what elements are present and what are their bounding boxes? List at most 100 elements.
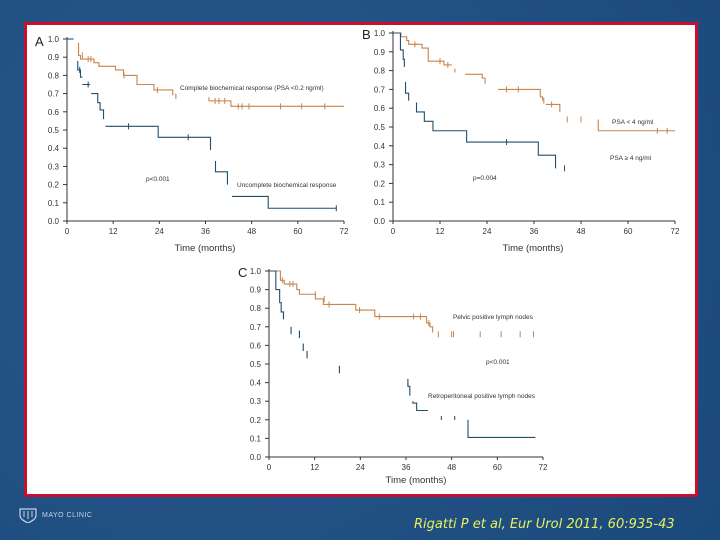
x-tick-label: 60 <box>493 463 502 472</box>
survival-step-line <box>214 160 228 185</box>
x-tick-label: 24 <box>155 227 164 236</box>
mayo-clinic-logo: MAYO CLINIC <box>18 507 93 523</box>
chart-b: B PSA < 4 ng/ml PSA ≥ 4 ng/ml p=0.004 Ti… <box>362 27 680 254</box>
y-tick-label: 0.0 <box>250 453 262 462</box>
x-tick-label: 12 <box>310 463 319 472</box>
panel-label-c: C <box>238 265 247 280</box>
x-tick-label: 0 <box>391 227 396 236</box>
x-tick-label: 36 <box>530 227 539 236</box>
y-tick-label: 0.5 <box>374 123 386 132</box>
y-tick-label: 0.3 <box>250 397 262 406</box>
survival-step-line <box>77 42 174 96</box>
y-tick-label: 0.4 <box>48 144 60 153</box>
y-tick-label: 0.6 <box>374 104 386 113</box>
survival-step-line <box>415 102 557 169</box>
x-tick-label: 72 <box>539 463 548 472</box>
y-tick-label: 1.0 <box>374 29 386 38</box>
x-tick-label: 72 <box>671 227 680 236</box>
y-tick-label: 0.9 <box>48 53 60 62</box>
series-blue <box>67 38 337 212</box>
chart-a: A Complete biochemical response (PSA <0.… <box>35 34 349 254</box>
y-tick-label: 0.5 <box>250 360 262 369</box>
survival-step-line <box>269 270 285 320</box>
y-tick-label: 0.6 <box>48 108 60 117</box>
y-tick-label: 0.0 <box>48 217 60 226</box>
p-value-c: p<0.001 <box>486 359 510 366</box>
survival-step-line <box>545 103 561 112</box>
series-blue <box>269 270 536 439</box>
citation: Rigatti P et al, Eur Urol 2011, 60:935-4… <box>414 517 675 532</box>
survival-step-line <box>404 81 410 101</box>
panel-label-a: A <box>35 34 44 49</box>
panel-label-b: B <box>362 27 371 42</box>
x-tick-label: 24 <box>483 227 492 236</box>
series-orange <box>77 42 344 110</box>
series-label-pelvic: Pelvic positive lymph nodes <box>453 314 534 321</box>
x-tick-label: 12 <box>109 227 118 236</box>
y-tick-label: 0.6 <box>250 341 262 350</box>
x-axis-title-b: Time (months) <box>503 243 564 254</box>
series-label-uncomplete: Uncomplete biochemical response <box>237 182 337 189</box>
mayo-shield-icon <box>19 508 37 523</box>
y-tick-label: 0.2 <box>48 181 60 190</box>
y-tick-label: 0.1 <box>374 198 386 207</box>
y-tick-label: 0.1 <box>250 434 262 443</box>
survival-step-line <box>393 32 452 66</box>
y-tick-label: 0.9 <box>374 48 386 57</box>
y-tick-label: 0.9 <box>250 286 262 295</box>
survival-step-line <box>232 195 337 209</box>
series-label-psa-high: PSA ≥ 4 ng/ml <box>610 155 652 162</box>
x-tick-label: 60 <box>293 227 302 236</box>
survival-step-line <box>393 32 405 67</box>
series-label-complete: Complete biochemical response (PSA <0.2 … <box>180 85 324 92</box>
x-tick-label: 24 <box>356 463 365 472</box>
figure-panel <box>24 22 698 497</box>
survival-step-line <box>91 93 105 120</box>
x-axis-title-a: Time (months) <box>175 243 236 254</box>
y-tick-label: 0.2 <box>374 179 386 188</box>
y-tick-label: 0.3 <box>374 161 386 170</box>
y-tick-label: 0.7 <box>48 90 60 99</box>
series-blue <box>393 32 566 172</box>
series-label-psa-low: PSA < 4 ng/ml <box>612 119 654 126</box>
survival-step-line <box>77 60 83 78</box>
y-tick-label: 0.2 <box>250 416 262 425</box>
x-axis-title-c: Time (months) <box>386 475 447 486</box>
survival-step-line <box>407 378 411 396</box>
y-tick-label: 1.0 <box>48 35 60 44</box>
y-tick-label: 0.8 <box>374 67 386 76</box>
survival-step-line <box>597 119 675 132</box>
survival-step-line <box>208 97 344 107</box>
x-tick-label: 60 <box>624 227 633 236</box>
y-tick-label: 0.5 <box>48 126 60 135</box>
x-tick-label: 36 <box>402 463 411 472</box>
y-tick-label: 1.0 <box>250 267 262 276</box>
series-orange <box>393 32 675 134</box>
x-tick-label: 0 <box>267 463 272 472</box>
y-tick-label: 0.0 <box>374 217 386 226</box>
survival-step-line <box>105 125 212 151</box>
y-tick-label: 0.8 <box>48 71 60 80</box>
x-tick-label: 48 <box>577 227 586 236</box>
chart-c: C Pelvic positive lymph nodes Retroperit… <box>238 265 548 486</box>
x-tick-label: 48 <box>447 463 456 472</box>
survival-step-line <box>497 88 544 101</box>
x-tick-label: 48 <box>247 227 256 236</box>
survival-step-line <box>412 401 429 412</box>
x-tick-label: 36 <box>201 227 210 236</box>
y-tick-label: 0.4 <box>250 379 262 388</box>
survival-step-line <box>272 270 434 333</box>
survival-step-line <box>465 73 486 84</box>
y-tick-label: 0.3 <box>48 162 60 171</box>
p-value-a: p<0.001 <box>146 176 170 183</box>
y-tick-label: 0.7 <box>250 323 262 332</box>
series-orange <box>272 270 534 338</box>
y-tick-label: 0.4 <box>374 142 386 151</box>
x-tick-label: 0 <box>65 227 70 236</box>
logo-text: MAYO CLINIC <box>42 511 93 519</box>
y-tick-label: 0.1 <box>48 199 60 208</box>
series-label-retroperitoneal: Retroperitoneal positive lymph nodes <box>428 393 536 400</box>
x-tick-label: 12 <box>436 227 445 236</box>
survival-step-line <box>467 419 536 439</box>
